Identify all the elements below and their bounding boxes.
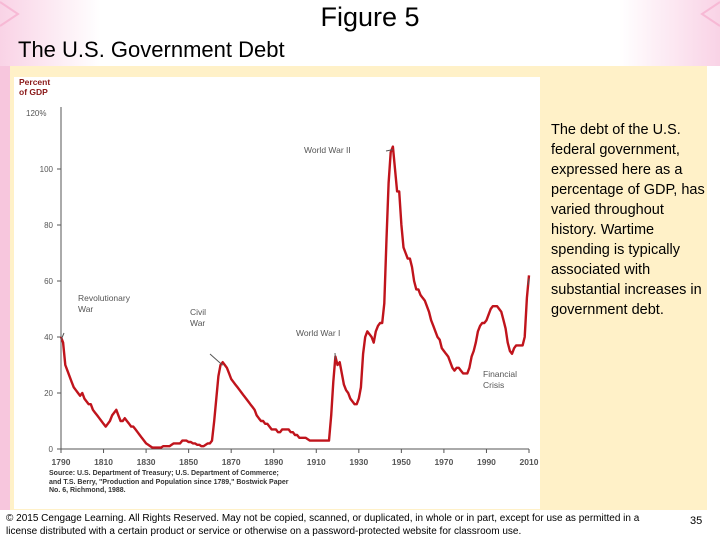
debt-series-line <box>59 145 531 449</box>
slide-title: The U.S. Government Debt <box>18 37 285 62</box>
x-tick-label: 1910 <box>307 457 326 467</box>
annotation-label: Financial <box>483 369 517 379</box>
y-axis-label: of GDP <box>19 87 48 97</box>
annotation-label: Civil <box>190 307 206 317</box>
annotation-label: War <box>78 304 93 314</box>
x-tick-label: 1790 <box>52 457 71 467</box>
annotation-leader <box>60 332 65 341</box>
x-tick-label: 1810 <box>94 457 113 467</box>
x-tick-label: 1870 <box>222 457 241 467</box>
x-tick-label: 1930 <box>349 457 368 467</box>
x-tick-label: 1990 <box>477 457 496 467</box>
x-tick-label: 1970 <box>434 457 453 467</box>
y-tick-label: 120% <box>26 109 46 118</box>
annotation-label: World War II <box>304 145 351 155</box>
figure-caption: The debt of the U.S. federal government,… <box>551 122 705 318</box>
y-tick-label: 0 <box>49 445 54 454</box>
page-number: 35 <box>690 515 703 527</box>
annotation-leader <box>527 278 530 286</box>
figure-label: Figure 5 <box>320 2 420 32</box>
y-tick-label: 80 <box>44 221 53 230</box>
annotation-label: War <box>190 318 205 328</box>
source-note: Source: U.S. Department of Treasury; U.S… <box>49 470 289 495</box>
copyright-notice: © 2015 Cengage Learning. All Rights Rese… <box>6 513 640 537</box>
corner-chevron-decoration <box>700 1 720 27</box>
plot-area <box>14 77 540 509</box>
y-tick-label: 20 <box>44 389 53 398</box>
x-tick-label: 1850 <box>179 457 198 467</box>
annotation-label: Crisis <box>483 380 504 390</box>
annotation-leader <box>209 353 224 366</box>
x-tick-label: 1830 <box>137 457 156 467</box>
annotation-leader <box>385 149 393 152</box>
x-tick-label: 2010 <box>520 457 539 467</box>
y-tick-label: 100 <box>40 165 54 174</box>
y-tick-label: 40 <box>44 333 53 342</box>
annotation-label: Revolutionary <box>78 293 131 303</box>
footer <box>0 510 720 540</box>
corner-chevron-decoration <box>0 1 20 27</box>
left-accent-bar <box>0 66 10 540</box>
y-tick-label: 60 <box>44 277 53 286</box>
y-axis-label: Percent <box>19 77 50 87</box>
x-tick-label: 1950 <box>392 457 411 467</box>
title-band <box>0 0 720 66</box>
x-tick-label: 1890 <box>264 457 283 467</box>
annotation-label: World War I <box>296 328 340 338</box>
